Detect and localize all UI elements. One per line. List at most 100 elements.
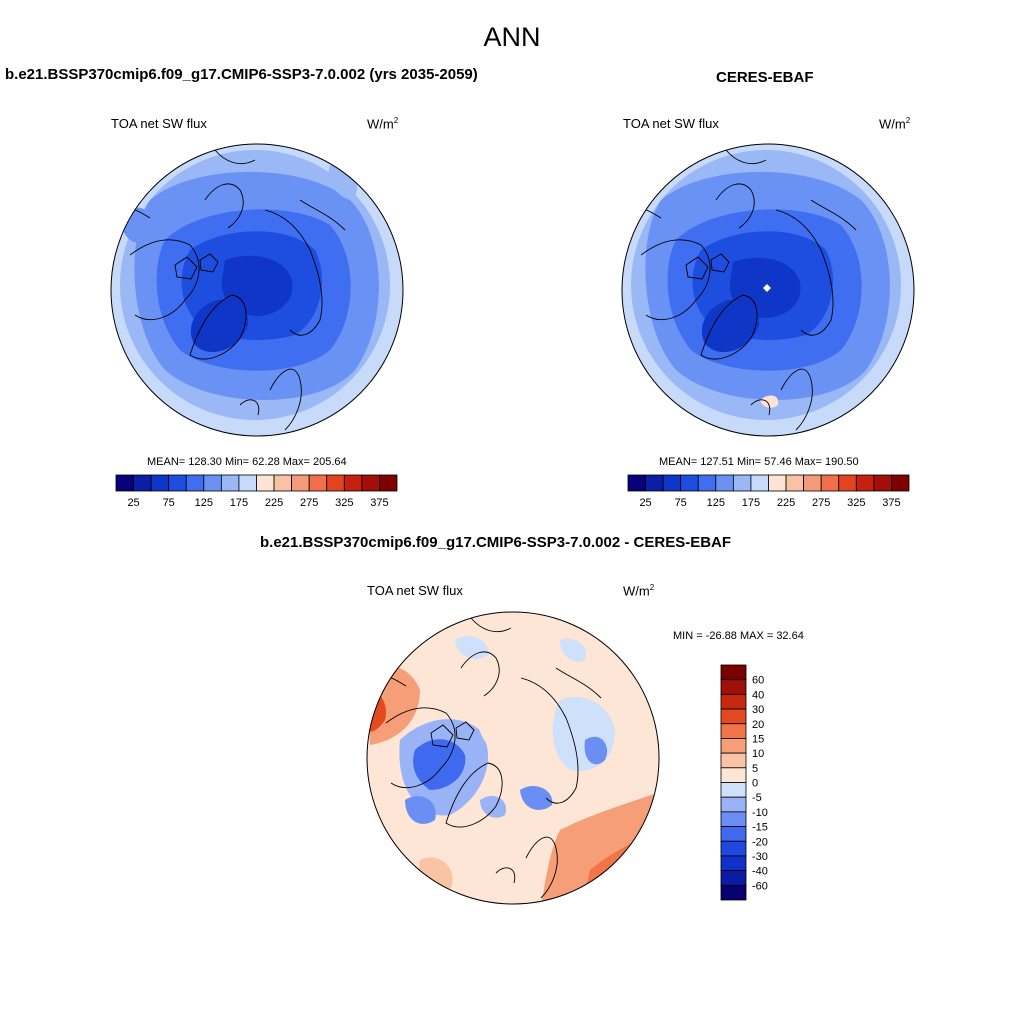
colorbar-tick-label: 0 [752,778,758,790]
colorbar-tick-label: 375 [882,497,900,509]
colorbar-swatch [720,840,747,857]
panel-1-title: b.e21.BSSP370cmip6.f09_g17.CMIP6-SSP3-7.… [5,66,478,83]
colorbar-tick-label: 5 [752,763,758,775]
colorbar-tick-label: -30 [752,851,768,863]
colorbar-swatch [133,474,152,492]
map-3-border [366,611,660,905]
colorbar-swatch [168,474,187,492]
colorbar-tick-label: 275 [812,497,830,509]
colorbar-swatch [720,782,747,798]
colorbar-swatch [720,679,747,695]
colorbar-swatch [720,870,747,886]
colorbar-swatch [627,474,646,492]
map-1-border [110,143,404,437]
colorbar-tick-label: -60 [752,880,768,892]
panel-1-stats: MEAN= 128.30 Min= 62.28 Max= 205.64 [147,456,347,468]
colorbar-swatch [873,474,892,492]
colorbar-swatch [308,474,328,492]
colorbar-swatch [720,855,747,872]
colorbar-swatch [379,474,398,492]
map-2-border [621,143,915,437]
panel-3-stats: MIN = -26.88 MAX = 32.64 [673,630,804,642]
colorbar-swatch [720,738,747,754]
colorbar-2: 25 75 125 175 225 275 325 375 [627,474,910,509]
colorbar-swatch [855,474,875,492]
colorbar-tick-label: -20 [752,836,768,848]
colorbar-swatch [256,474,275,492]
map-panel-1 [111,144,403,436]
panel-3-title: b.e21.BSSP370cmip6.f09_g17.CMIP6-SSP3-7.… [260,534,732,551]
colorbar-swatch [150,474,170,492]
colorbar-swatch [768,474,787,492]
colorbar-swatch [662,474,682,492]
panel-1-units: W/m2 [367,116,399,132]
colorbar-3: 60 40 30 20 15 10 5 0 -5 -10 -15 -20 -30 -40 -60 [720,664,768,901]
colorbar-swatch [732,474,752,492]
panel-2-title: CERES-EBAF [716,69,814,86]
colorbar-swatch [291,474,310,492]
colorbar-swatch [720,752,747,769]
panel-2-stats: MEAN= 127.51 Min= 57.46 Max= 190.50 [659,456,859,468]
colorbar-tick-label: 40 [752,689,764,701]
panel-2-variable: TOA net SW flux [623,116,719,131]
colorbar-tick-label: 75 [163,497,175,509]
colorbar-swatch [720,693,747,710]
colorbar-swatch [115,474,134,492]
colorbar-tick-label: -40 [752,866,768,878]
colorbar-tick-label: 25 [639,497,651,509]
colorbar-tick-label: 25 [127,497,139,509]
map-panel-3 [367,612,659,904]
colorbar-swatch [720,826,747,842]
colorbar-tick-label: 20 [752,719,764,731]
colorbar-tick-label: -15 [752,822,768,834]
colorbar-swatch [720,796,747,813]
colorbar-tick-label: 125 [195,497,213,509]
colorbar-swatch [785,474,805,492]
colorbar-swatch [220,474,240,492]
colorbar-tick-label: 225 [265,497,283,509]
colorbar-tick-label: 325 [335,497,353,509]
colorbar-swatch [720,767,747,783]
colorbar-swatch [326,474,345,492]
colorbar-swatch [680,474,699,492]
colorbar-swatch [750,474,769,492]
colorbar-swatch [645,474,664,492]
panel-1-variable: TOA net SW flux [111,116,207,131]
colorbar-tick-label: 75 [675,497,687,509]
colorbar-swatch [203,474,222,492]
colorbar-tick-label: 275 [300,497,318,509]
colorbar-tick-label: -5 [752,792,762,804]
map-panel-2 [622,144,914,436]
coastlines-3 [375,617,602,899]
colorbar-tick-label: 15 [752,733,764,745]
colorbar-swatch [273,474,293,492]
colorbar-1: 25 75 125 175 225 275 325 375 [115,474,398,509]
colorbar-tick-label: -10 [752,807,768,819]
colorbar-tick-label: 375 [370,497,388,509]
colorbar-tick-label: 60 [752,675,764,687]
colorbar-tick-label: 325 [847,497,865,509]
colorbar-tick-label: 175 [230,497,248,509]
colorbar-tick-label: 225 [777,497,795,509]
colorbar-swatch [720,811,747,827]
colorbar-swatch [361,474,380,492]
colorbar-swatch [891,474,910,492]
colorbar-swatch [715,474,734,492]
colorbar-swatch [343,474,363,492]
colorbar-swatch [720,884,747,901]
colorbar-swatch [720,723,747,739]
colorbar-swatch [720,708,747,725]
colorbar-swatch [185,474,205,492]
colorbar-tick-label: 30 [752,704,764,716]
panel-2-units: W/m2 [879,116,911,132]
panel-3-variable: TOA net SW flux [367,583,463,598]
main-title: ANN [483,22,541,52]
colorbar-swatch [820,474,840,492]
panel-3-units: W/m2 [623,583,655,599]
colorbar-tick-label: 125 [707,497,725,509]
colorbar-swatch [238,474,257,492]
colorbar-swatch [720,664,747,681]
colorbar-swatch [838,474,857,492]
colorbar-tick-label: 175 [742,497,760,509]
